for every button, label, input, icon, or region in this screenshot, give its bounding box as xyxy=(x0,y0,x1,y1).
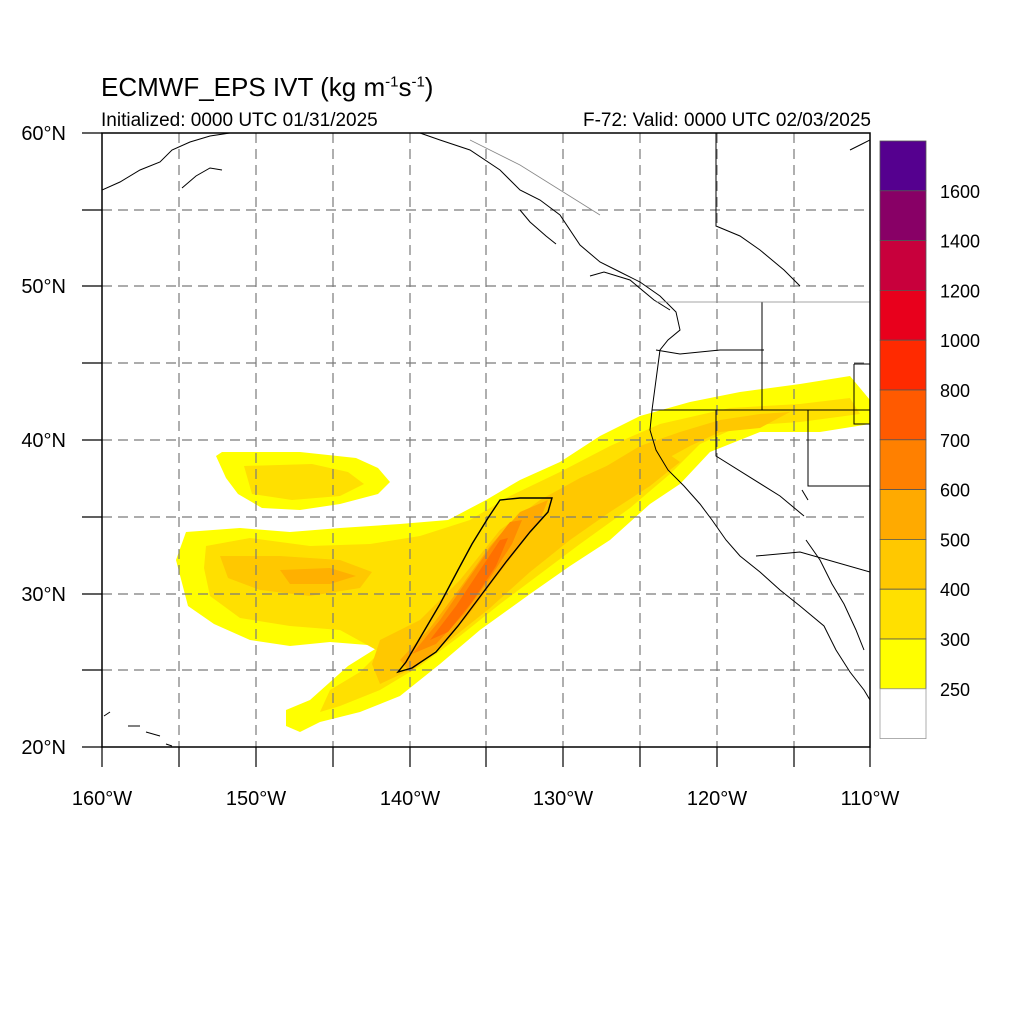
colorbar-swatch xyxy=(879,588,927,640)
colorbar-label: 1200 xyxy=(940,281,980,301)
colorbar-swatch xyxy=(879,389,927,441)
ivt-field xyxy=(176,376,870,732)
colorbar-label: 1000 xyxy=(940,331,980,351)
lon-label: 150°W xyxy=(226,788,286,810)
lon-labels: 160°W 150°W 140°W 130°W 120°W 110°W xyxy=(72,788,900,810)
colorbar-label: 300 xyxy=(940,630,970,650)
lat-label: 20°N xyxy=(21,737,66,759)
lat-label: 60°N xyxy=(21,123,66,145)
state-borders xyxy=(652,302,870,573)
colorbar-swatch xyxy=(879,140,927,192)
colorbar-swatch xyxy=(879,240,927,291)
lat-label: 30°N xyxy=(21,584,66,606)
colorbar-label: 250 xyxy=(940,680,970,700)
graticule xyxy=(102,133,870,747)
country-border xyxy=(469,139,870,303)
colorbar-label: 700 xyxy=(940,431,970,451)
lat-labels: 60°N 50°N 40°N 30°N 20°N xyxy=(21,123,66,759)
colorbar-label: 800 xyxy=(940,381,970,401)
lon-label: 130°W xyxy=(533,788,593,810)
lon-label: 160°W xyxy=(72,788,132,810)
colorbar-swatch xyxy=(879,638,927,690)
initialized-time: Initialized: 0000 UTC 01/31/2025 xyxy=(101,110,378,131)
ivt-600-contour xyxy=(396,497,553,674)
colorbar-swatch xyxy=(879,688,927,739)
lon-label: 140°W xyxy=(380,788,440,810)
colorbar: 1600 1400 1200 1000 800 700 600 500 400 300 250 xyxy=(879,140,980,739)
colorbar-label: 1600 xyxy=(940,182,980,202)
colorbar-label: 600 xyxy=(940,481,970,501)
valid-time: F-72: Valid: 0000 UTC 02/03/2025 xyxy=(583,110,871,131)
colorbar-label: 1400 xyxy=(940,232,980,252)
colorbar-label: 400 xyxy=(940,580,970,600)
colorbar-swatch xyxy=(879,539,927,590)
lon-label: 120°W xyxy=(687,788,747,810)
colorbar-swatch xyxy=(879,190,927,242)
colorbar-swatch xyxy=(879,339,927,391)
lat-label: 40°N xyxy=(21,430,66,452)
lon-label: 110°W xyxy=(841,788,900,810)
map-title: ECMWF_EPS IVT (kg m-1s-1) xyxy=(101,72,434,102)
colorbar-swatch xyxy=(879,289,927,341)
lat-label: 50°N xyxy=(21,276,66,298)
colorbar-swatch xyxy=(879,489,927,540)
axis-ticks xyxy=(82,132,871,767)
colorbar-label: 500 xyxy=(940,530,970,550)
colorbar-swatch xyxy=(879,439,927,490)
